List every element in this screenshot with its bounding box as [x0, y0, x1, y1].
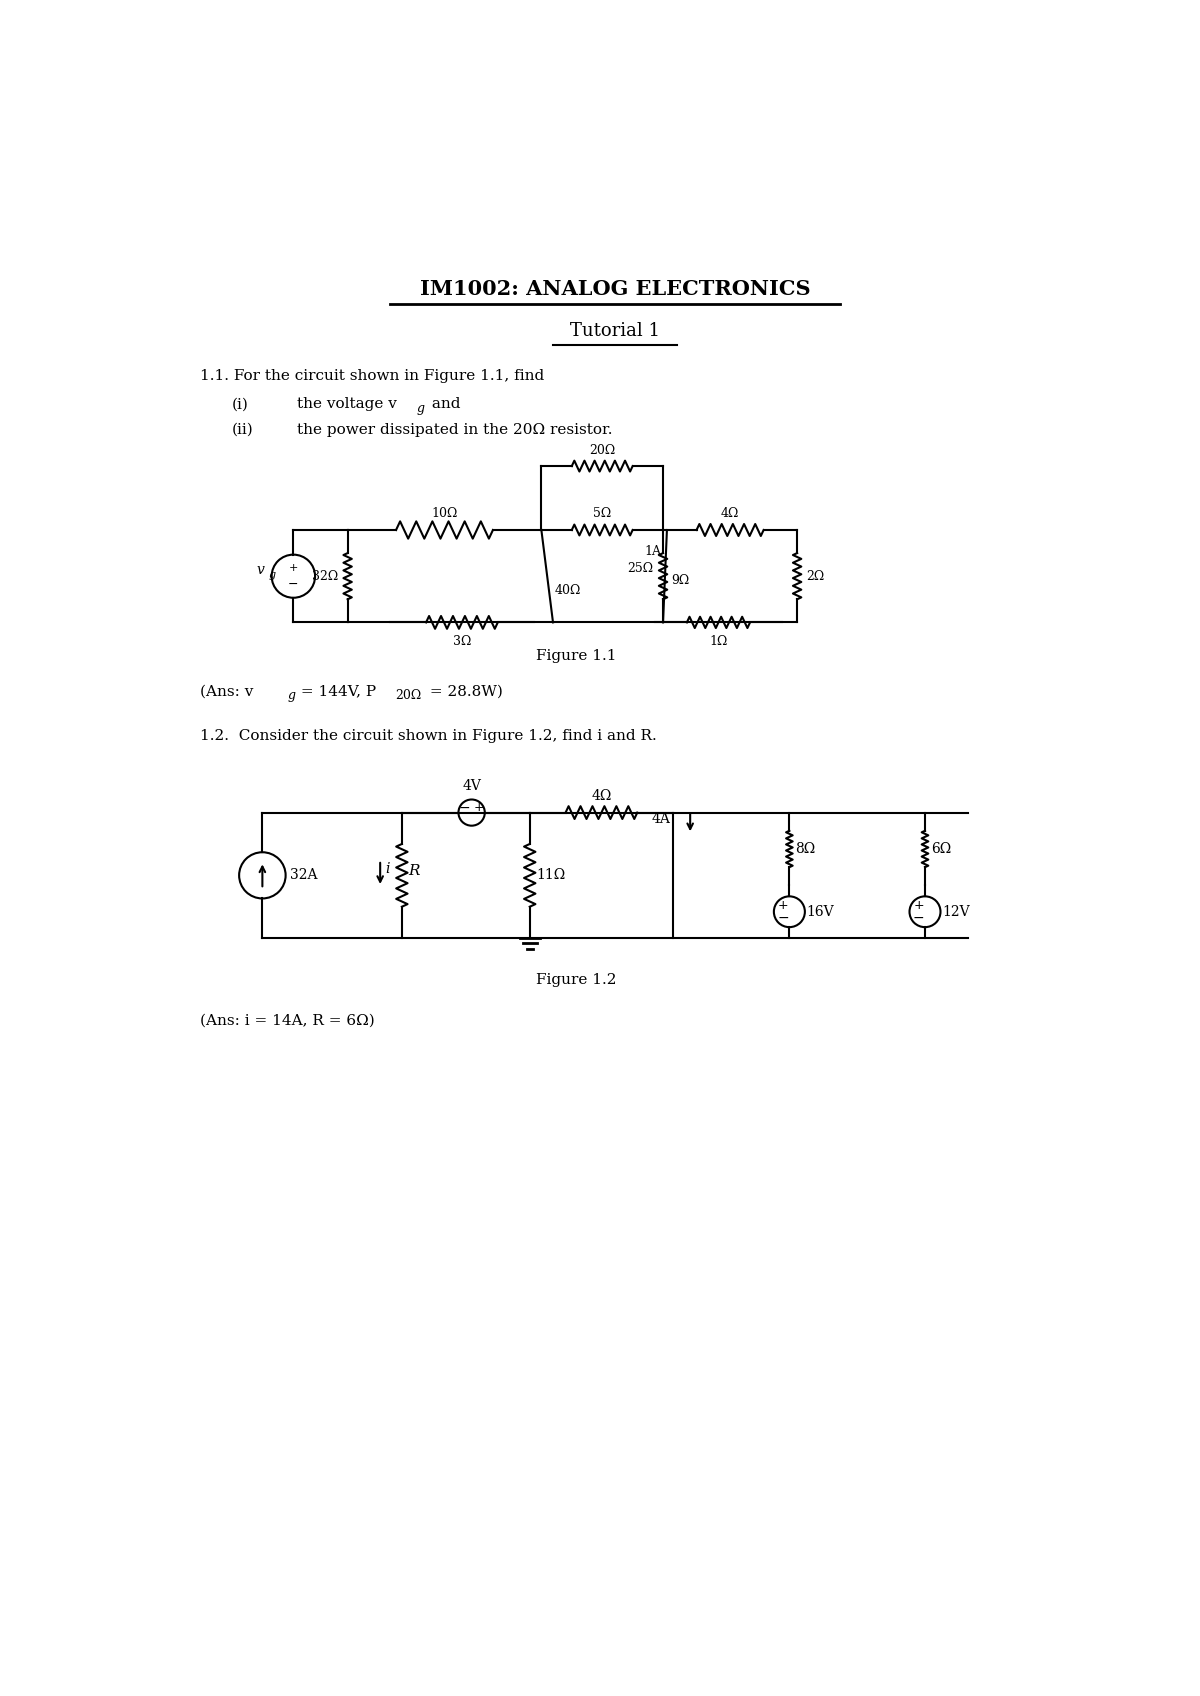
Text: −: −: [458, 801, 469, 816]
Text: 2Ω: 2Ω: [806, 570, 824, 583]
Text: (Ans: v: (Ans: v: [200, 685, 253, 699]
Text: Figure 1.2: Figure 1.2: [536, 974, 617, 987]
Text: 32A: 32A: [290, 868, 318, 882]
Text: 32Ω: 32Ω: [312, 570, 338, 583]
Text: and: and: [427, 397, 460, 412]
Text: (ii): (ii): [232, 422, 253, 438]
Text: 12V: 12V: [942, 904, 970, 919]
Text: the voltage v: the voltage v: [298, 397, 397, 412]
Text: 10Ω: 10Ω: [431, 507, 457, 521]
Text: i: i: [385, 862, 389, 877]
Text: g: g: [416, 402, 425, 416]
Text: IM1002: ANALOG ELECTRONICS: IM1002: ANALOG ELECTRONICS: [420, 278, 810, 298]
Text: v: v: [257, 563, 265, 577]
Text: 1A: 1A: [644, 544, 661, 558]
Text: the power dissipated in the 20Ω resistor.: the power dissipated in the 20Ω resistor…: [298, 422, 613, 438]
Text: 25Ω: 25Ω: [626, 561, 653, 575]
Text: 16V: 16V: [806, 904, 834, 919]
Text: 1.1. For the circuit shown in Figure 1.1, find: 1.1. For the circuit shown in Figure 1.1…: [200, 370, 545, 383]
Text: Tutorial 1: Tutorial 1: [570, 322, 660, 341]
Text: = 144V, P: = 144V, P: [296, 685, 377, 699]
Text: Figure 1.1: Figure 1.1: [536, 650, 617, 663]
Text: g: g: [287, 689, 295, 702]
Text: 1Ω: 1Ω: [709, 636, 727, 648]
Text: +: +: [913, 899, 924, 912]
Text: 4Ω: 4Ω: [592, 789, 612, 802]
Text: +: +: [778, 899, 788, 912]
Text: 20Ω: 20Ω: [589, 444, 616, 456]
Text: −: −: [288, 578, 299, 592]
Text: −: −: [913, 911, 925, 924]
Text: 5Ω: 5Ω: [593, 507, 611, 521]
Text: 20Ω: 20Ω: [396, 689, 422, 702]
Text: R: R: [408, 865, 420, 879]
Text: +: +: [289, 563, 298, 573]
Text: +: +: [474, 802, 485, 814]
Text: 1.2.  Consider the circuit shown in Figure 1.2, find i and R.: 1.2. Consider the circuit shown in Figur…: [200, 729, 658, 743]
Text: 6Ω: 6Ω: [931, 841, 952, 856]
Text: −: −: [778, 911, 788, 924]
Text: = 28.8W): = 28.8W): [425, 685, 503, 699]
Text: 9Ω: 9Ω: [671, 573, 690, 587]
Text: 3Ω: 3Ω: [452, 636, 472, 648]
Text: (Ans: i = 14A, R = 6Ω): (Ans: i = 14A, R = 6Ω): [200, 1014, 376, 1028]
Text: 4V: 4V: [462, 778, 481, 792]
Text: 8Ω: 8Ω: [796, 841, 816, 856]
Text: 11Ω: 11Ω: [536, 868, 565, 882]
Text: 40Ω: 40Ω: [554, 583, 581, 597]
Text: 4Ω: 4Ω: [721, 507, 739, 521]
Text: 4A: 4A: [652, 812, 670, 826]
Text: (i): (i): [232, 397, 248, 412]
Text: g: g: [269, 570, 276, 580]
